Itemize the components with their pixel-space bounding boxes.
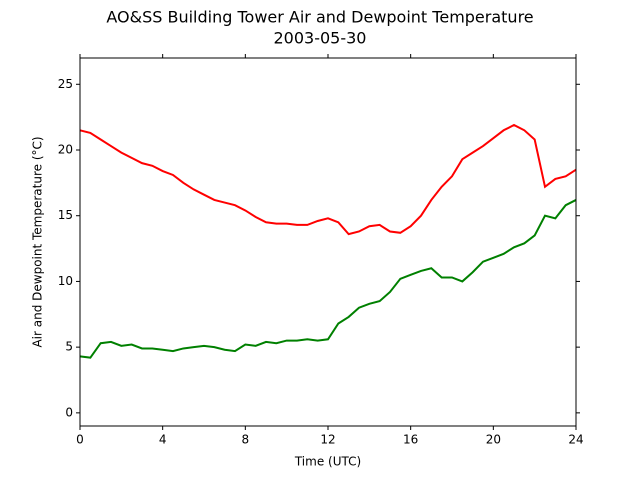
x-tick-label: 0 — [76, 433, 84, 447]
chart-title: AO&SS Building Tower Air and Dewpoint Te… — [106, 8, 533, 27]
y-tick-label: 10 — [58, 274, 73, 288]
data-line — [79, 123, 577, 236]
x-tick-label: 4 — [159, 433, 167, 447]
chart-subtitle: 2003-05-30 — [274, 29, 367, 48]
plot-frame — [79, 57, 577, 427]
x-tick-label: 12 — [320, 433, 335, 447]
data-line — [79, 199, 577, 359]
y-tick-label: 25 — [58, 77, 73, 91]
y-tick-label: 20 — [58, 143, 73, 157]
x-axis-label: Time (UTC) — [294, 455, 361, 469]
x-tick-label: 24 — [568, 433, 583, 447]
x-tick-label: 16 — [403, 433, 418, 447]
x-tick-label: 20 — [486, 433, 501, 447]
x-tick-label: 8 — [242, 433, 250, 447]
y-tick-label: 0 — [65, 405, 73, 419]
y-tick-label: 15 — [58, 208, 73, 222]
y-tick-label: 5 — [65, 340, 73, 354]
y-axis-label: Air and Dewpoint Temperature (°C) — [31, 136, 45, 347]
